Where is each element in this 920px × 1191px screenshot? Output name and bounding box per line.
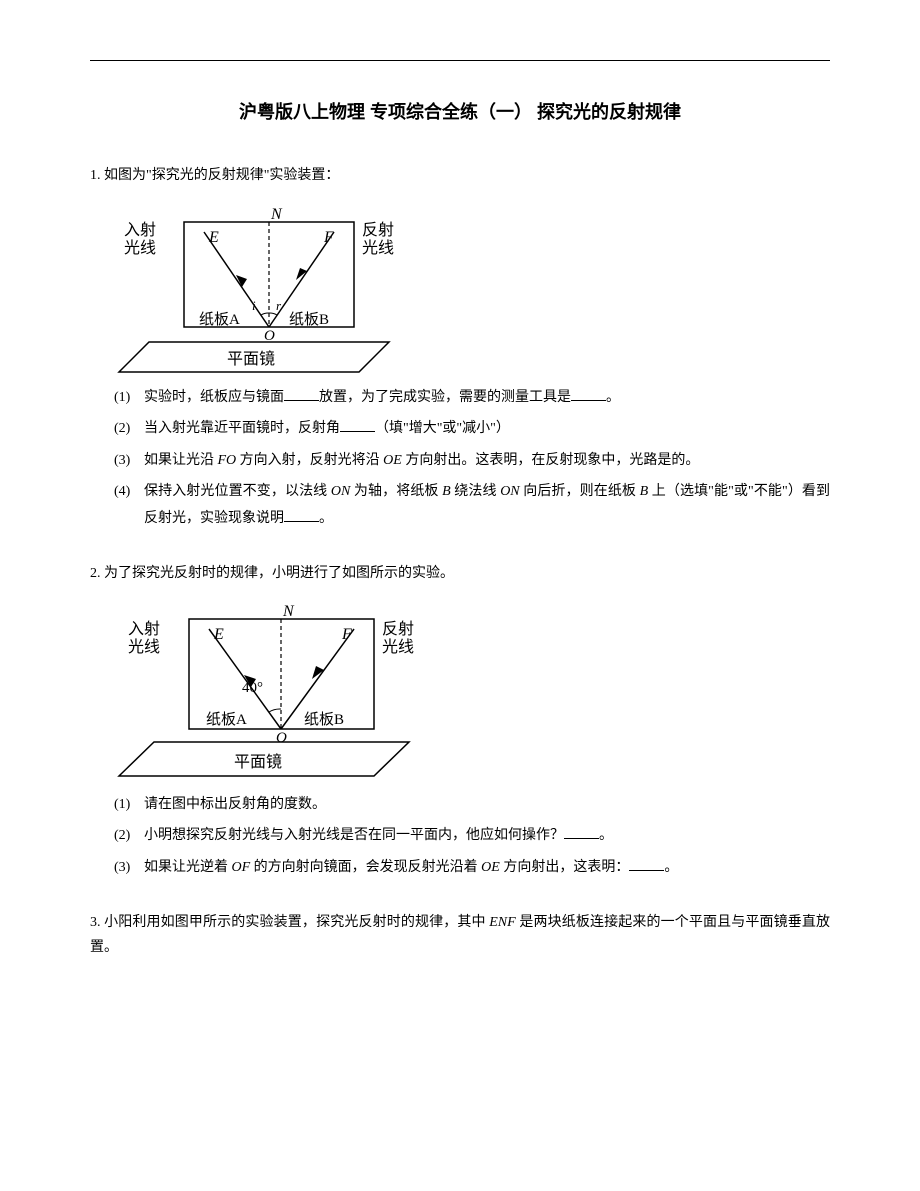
- page-title: 沪粤版八上物理 专项综合全练（一） 探究光的反射规律: [90, 96, 830, 128]
- q1-sub2: (2) 当入射光靠近平面镜时，反射角（填"增大"或"减小"）: [114, 416, 830, 443]
- q2-num: 2.: [90, 566, 101, 581]
- q1-sub3-text: 如果让光沿 FO 方向入射，反射光将沿 OE 方向射出。这表明，在反射现象中，光…: [144, 448, 830, 475]
- svg-text:光线: 光线: [362, 239, 394, 257]
- svg-text:反射: 反射: [382, 620, 414, 638]
- svg-text:入射: 入射: [128, 620, 160, 638]
- svg-text:F: F: [341, 626, 352, 643]
- q2-sub3: (3) 如果让光逆着 OF 的方向射向镜面，会发现反射光沿着 OE 方向射出，这…: [114, 855, 830, 882]
- svg-text:纸板B: 纸板B: [304, 710, 344, 728]
- q1-subquestions: (1) 实验时，纸板应与镜面放置，为了完成实验，需要的测量工具是。 (2) 当入…: [90, 385, 830, 533]
- q1-sub4-text: 保持入射光位置不变，以法线 ON 为轴，将纸板 B 绕法线 ON 向后折，则在纸…: [144, 479, 830, 532]
- q2-sub2-text: 小明想探究反射光线与入射光线是否在同一平面内，他应如何操作？。: [144, 823, 830, 850]
- q1-diagram: E N F i r 纸板A 纸板B O 平面镜 入射 光线 反射 光线: [114, 197, 830, 377]
- svg-text:入射: 入射: [124, 221, 156, 239]
- q1-sub1: (1) 实验时，纸板应与镜面放置，为了完成实验，需要的测量工具是。: [114, 385, 830, 412]
- blank: [340, 418, 375, 432]
- q2-sub1-num: (1): [114, 792, 144, 819]
- q1-sub2-num: (2): [114, 416, 144, 443]
- q2-intro-text: 为了探究光反射时的规律，小明进行了如图所示的实验。: [104, 566, 454, 581]
- question-1: 1. 如图为"探究光的反射规律"实验装置： E N F i: [90, 163, 830, 532]
- svg-text:纸板A: 纸板A: [206, 710, 247, 728]
- svg-text:E: E: [208, 229, 219, 246]
- svg-text:O: O: [264, 328, 275, 344]
- q2-sub3-text: 如果让光逆着 OF 的方向射向镜面，会发现反射光沿着 OE 方向射出，这表明：。: [144, 855, 830, 882]
- svg-text:光线: 光线: [382, 638, 414, 656]
- question-2-intro: 2. 为了探究光反射时的规律，小明进行了如图所示的实验。: [90, 561, 830, 586]
- svg-text:纸板A: 纸板A: [199, 310, 240, 328]
- q2-sub2: (2) 小明想探究反射光线与入射光线是否在同一平面内，他应如何操作？。: [114, 823, 830, 850]
- svg-text:反射: 反射: [362, 221, 394, 239]
- q1-intro-text: 如图为"探究光的反射规律"实验装置：: [104, 168, 339, 183]
- top-divider: [90, 60, 830, 61]
- svg-text:O: O: [276, 730, 287, 746]
- q1-num: 1.: [90, 168, 101, 183]
- question-2: 2. 为了探究光反射时的规律，小明进行了如图所示的实验。 E N F 40°: [90, 561, 830, 882]
- svg-text:F: F: [323, 229, 334, 246]
- svg-text:E: E: [213, 626, 224, 643]
- svg-text:40°: 40°: [242, 680, 263, 696]
- q1-sub3-num: (3): [114, 448, 144, 475]
- svg-text:纸板B: 纸板B: [289, 310, 329, 328]
- svg-text:光线: 光线: [128, 638, 160, 656]
- svg-text:N: N: [282, 603, 295, 620]
- svg-text:平面镜: 平面镜: [234, 752, 282, 771]
- svg-text:N: N: [270, 206, 283, 223]
- question-1-intro: 1. 如图为"探究光的反射规律"实验装置：: [90, 163, 830, 188]
- q2-sub1-text: 请在图中标出反射角的度数。: [144, 792, 830, 819]
- svg-text:r: r: [276, 298, 282, 313]
- q2-sub3-num: (3): [114, 855, 144, 882]
- q2-diagram: E N F 40° 纸板A 纸板B O 平面镜 入射 光线 反射 光线: [114, 594, 830, 784]
- q1-sub1-num: (1): [114, 385, 144, 412]
- q2-subquestions: (1) 请在图中标出反射角的度数。 (2) 小明想探究反射光线与入射光线是否在同…: [90, 792, 830, 882]
- q2-sub2-num: (2): [114, 823, 144, 850]
- q2-sub1: (1) 请在图中标出反射角的度数。: [114, 792, 830, 819]
- question-3-text: 3. 小阳利用如图甲所示的实验装置，探究光反射时的规律，其中 ENF 是两块纸板…: [90, 910, 830, 960]
- q3-num: 3.: [90, 915, 101, 930]
- blank: [629, 857, 664, 871]
- q1-sub4: (4) 保持入射光位置不变，以法线 ON 为轴，将纸板 B 绕法线 ON 向后折…: [114, 479, 830, 532]
- q1-sub1-text: 实验时，纸板应与镜面放置，为了完成实验，需要的测量工具是。: [144, 385, 830, 412]
- blank: [284, 387, 319, 401]
- blank: [571, 387, 606, 401]
- svg-text:i: i: [252, 298, 256, 313]
- q1-sub2-text: 当入射光靠近平面镜时，反射角（填"增大"或"减小"）: [144, 416, 830, 443]
- q1-sub4-num: (4): [114, 479, 144, 532]
- blank: [564, 825, 599, 839]
- question-3: 3. 小阳利用如图甲所示的实验装置，探究光反射时的规律，其中 ENF 是两块纸板…: [90, 910, 830, 960]
- svg-text:平面镜: 平面镜: [227, 349, 275, 368]
- svg-text:光线: 光线: [124, 239, 156, 257]
- q1-sub3: (3) 如果让光沿 FO 方向入射，反射光将沿 OE 方向射出。这表明，在反射现…: [114, 448, 830, 475]
- blank: [284, 508, 319, 522]
